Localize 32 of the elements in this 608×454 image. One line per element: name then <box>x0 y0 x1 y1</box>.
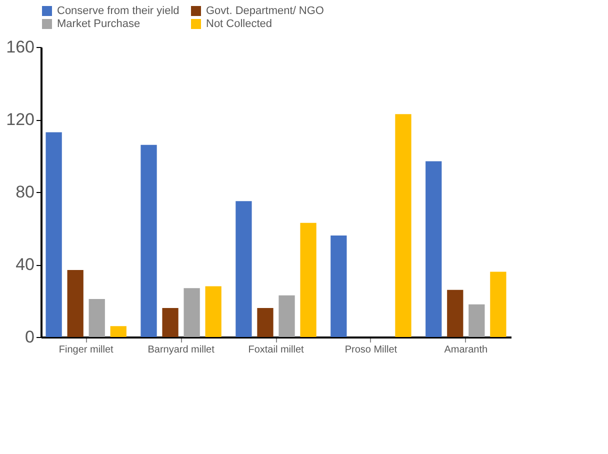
bar <box>110 326 126 337</box>
y-tick-label: 120 <box>6 110 34 129</box>
bar <box>140 144 157 337</box>
y-tick-label: 0 <box>25 328 34 346</box>
x-tick-label: Barnyard millet <box>148 344 215 356</box>
bar <box>67 270 84 337</box>
legend-label: Market Purchase <box>57 18 140 30</box>
legend-label: Not Collected <box>206 18 272 30</box>
bar <box>300 222 316 337</box>
bar <box>468 304 485 337</box>
y-tick-label: 80 <box>16 182 34 202</box>
bar <box>257 308 274 337</box>
bar <box>162 308 178 337</box>
bar <box>447 290 464 337</box>
bar <box>88 298 105 337</box>
y-tick-label: 160 <box>6 38 34 56</box>
bar <box>426 161 442 337</box>
legend-label: Conserve from their yield <box>57 5 180 17</box>
bar <box>395 114 412 337</box>
x-tick-label: Foxtail millet <box>248 344 304 356</box>
x-tick-label: Finger millet <box>58 344 114 356</box>
y-tick-label: 40 <box>16 255 34 274</box>
x-tick-label: Amaranth <box>444 344 488 356</box>
bar <box>278 295 295 337</box>
bar <box>205 286 222 337</box>
bar <box>330 236 347 337</box>
legend-label: Govt. Department/ NGO <box>206 5 324 17</box>
x-tick-label: Proso Millet <box>344 344 398 356</box>
bar <box>46 132 62 337</box>
bar <box>490 272 506 337</box>
bar <box>184 288 200 337</box>
bar <box>236 201 252 337</box>
